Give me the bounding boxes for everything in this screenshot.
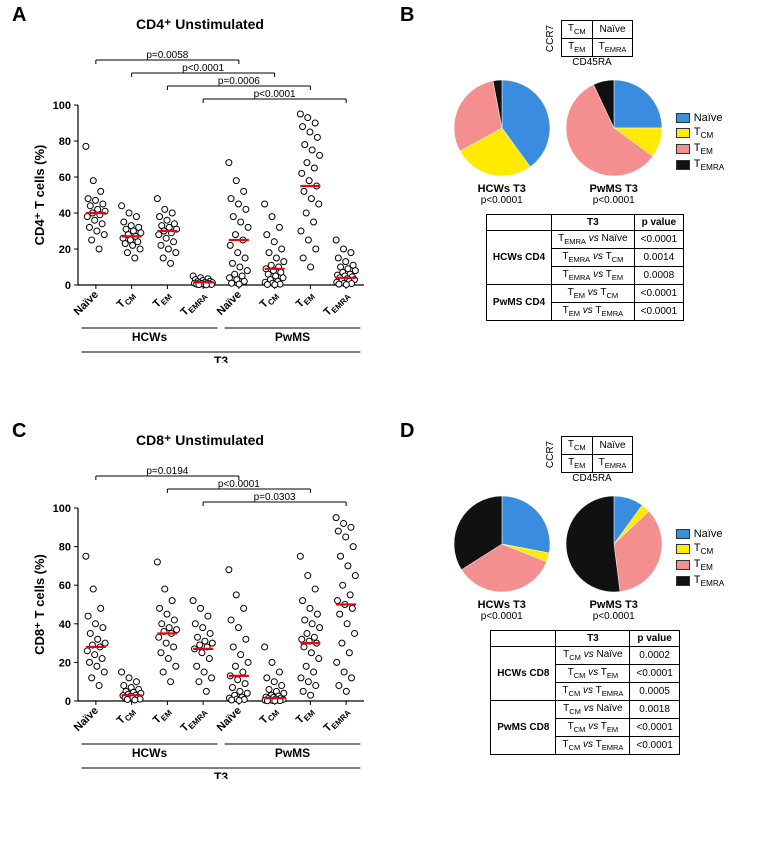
quadrant-key: TCMNaïve TEMTEMRA xyxy=(561,20,634,57)
svg-text:20: 20 xyxy=(59,244,71,256)
svg-text:p<0.0001: p<0.0001 xyxy=(254,89,296,100)
pie-legend: NaïveTCMTEMTEMRA xyxy=(676,112,725,175)
svg-text:TEM: TEM xyxy=(151,704,174,727)
panel-B: CCR7 TCMNaïve TEMTEMRA CD45RA HCWs T3 p<… xyxy=(400,20,764,321)
svg-text:60: 60 xyxy=(59,172,71,184)
svg-text:TEM: TEM xyxy=(294,704,317,727)
svg-text:Naïve: Naïve xyxy=(72,705,101,734)
pie-PwMS-T3: PwMS T3 p<0.0001 xyxy=(566,496,662,622)
svg-text:TEMRA: TEMRA xyxy=(321,288,352,319)
svg-text:TEMRA: TEMRA xyxy=(178,704,209,735)
svg-text:p=0.0303: p=0.0303 xyxy=(254,492,296,503)
quadrant-key: TCMNaïve TEMTEMRA xyxy=(561,436,634,473)
pvalue-table: T3p valueHCWs CD8TCM vs Naïve0.0002TCM v… xyxy=(490,630,680,755)
svg-text:TEMRA: TEMRA xyxy=(178,288,209,319)
svg-text:TEM: TEM xyxy=(151,288,174,311)
svg-text:CD4⁺ T cells (%): CD4⁺ T cells (%) xyxy=(32,145,47,246)
svg-text:100: 100 xyxy=(53,100,71,112)
svg-text:80: 80 xyxy=(59,542,71,554)
pie-PwMS-T3: PwMS T3 p<0.0001 xyxy=(566,80,662,206)
svg-text:TEMRA: TEMRA xyxy=(321,704,352,735)
svg-text:p=0.0058: p=0.0058 xyxy=(146,50,188,61)
svg-text:TCM: TCM xyxy=(115,704,139,728)
svg-text:Naïve: Naïve xyxy=(215,289,244,318)
svg-text:PwMS: PwMS xyxy=(275,746,310,760)
svg-text:HCWs: HCWs xyxy=(132,330,168,344)
pvalue-table: T3p valueHCWs CD4TEMRA vs Naïve<0.0001TE… xyxy=(486,214,684,321)
svg-text:p=0.0194: p=0.0194 xyxy=(146,466,188,477)
svg-text:TCM: TCM xyxy=(258,704,282,728)
panel-C-title: CD8⁺ Unstimulated xyxy=(30,432,370,449)
svg-text:CD8⁺ T cells (%): CD8⁺ T cells (%) xyxy=(32,554,47,655)
svg-text:p=0.0006: p=0.0006 xyxy=(218,76,260,87)
pie-HCWs-T3: HCWs T3 p<0.0001 xyxy=(454,80,550,206)
svg-text:Naïve: Naïve xyxy=(215,705,244,734)
panel-label-C: C xyxy=(12,420,26,443)
panel-C-chart: 020406080100CD8⁺ T cells (%)NaïveTCMTEMT… xyxy=(30,449,370,779)
svg-text:0: 0 xyxy=(65,280,71,292)
svg-text:100: 100 xyxy=(53,503,71,515)
svg-text:80: 80 xyxy=(59,136,71,148)
panel-A-chart: 020406080100CD4⁺ T cells (%)NaïveTCMTEMT… xyxy=(30,33,370,363)
pie-HCWs-T3: HCWs T3 p<0.0001 xyxy=(454,496,550,622)
svg-text:T3: T3 xyxy=(214,770,228,779)
pie-legend: NaïveTCMTEMTEMRA xyxy=(676,528,725,591)
svg-text:TEM: TEM xyxy=(294,288,317,311)
panel-A: CD4⁺ Unstimulated 0 20 40 60 80 100 CD4⁺ T cel… xyxy=(30,16,370,363)
panel-D: CCR7 TCMNaïve TEMTEMRA CD45RA HCWs T3 p<… xyxy=(400,436,764,755)
svg-text:TCM: TCM xyxy=(115,288,139,312)
svg-text:HCWs: HCWs xyxy=(132,746,168,760)
panel-C: CD8⁺ Unstimulated 0 20 40 60 80 100 CD8⁺ T cel… xyxy=(30,432,370,779)
svg-text:TCM: TCM xyxy=(258,288,282,312)
svg-text:0: 0 xyxy=(65,696,71,708)
svg-text:p<0.0001: p<0.0001 xyxy=(218,479,260,490)
svg-text:20: 20 xyxy=(59,657,71,669)
svg-text:60: 60 xyxy=(59,580,71,592)
svg-text:40: 40 xyxy=(59,619,71,631)
svg-text:p<0.0001: p<0.0001 xyxy=(182,63,224,74)
svg-text:T3: T3 xyxy=(214,354,228,363)
svg-text:PwMS: PwMS xyxy=(275,330,310,344)
svg-text:40: 40 xyxy=(59,208,71,220)
svg-text:Naïve: Naïve xyxy=(72,289,101,318)
panel-A-title: CD4⁺ Unstimulated xyxy=(30,16,370,33)
panel-label-A: A xyxy=(12,4,26,27)
